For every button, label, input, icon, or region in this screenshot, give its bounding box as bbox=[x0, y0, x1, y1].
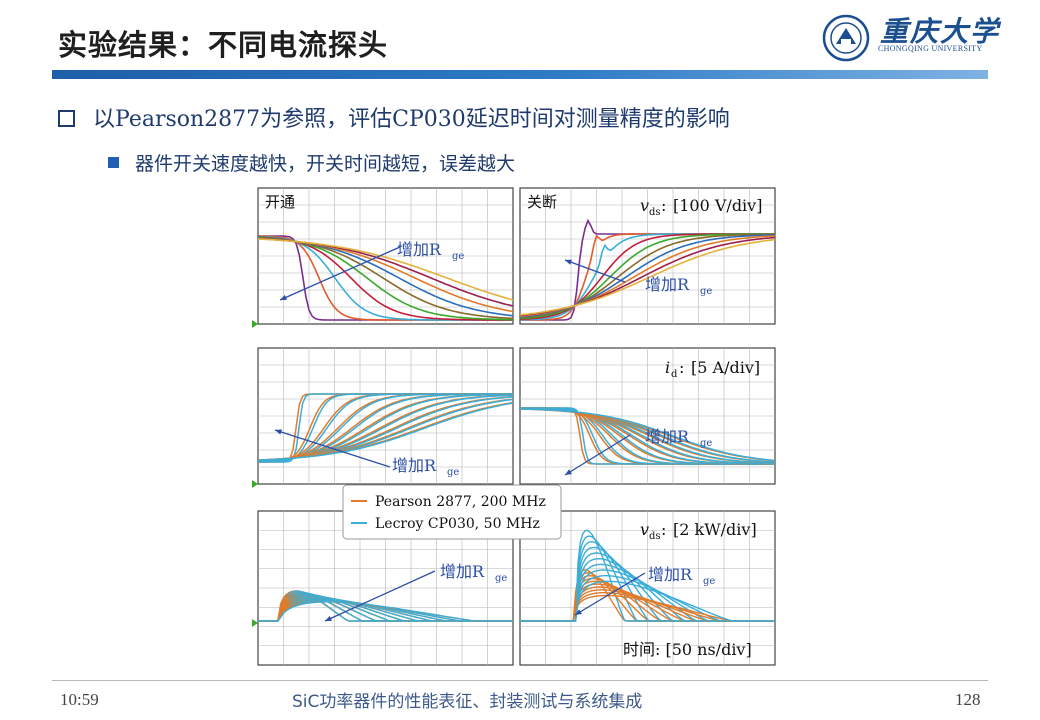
power-scale-label: v ds : [2 kW/div] bbox=[640, 520, 757, 542]
svg-text:ge: ge bbox=[703, 576, 715, 587]
footer-course-title: SiC功率器件的性能表征、封装测试与系统集成 bbox=[292, 692, 643, 712]
svg-text:ge: ge bbox=[452, 251, 464, 262]
svg-text:v: v bbox=[640, 196, 649, 215]
svg-text:ge: ge bbox=[495, 573, 507, 584]
annotation-arrow-icon bbox=[324, 570, 436, 622]
checkbox-bullet-icon bbox=[58, 110, 75, 127]
page-number: 128 bbox=[955, 690, 981, 709]
vds-scale-label: v ds : [100 V/div] bbox=[640, 196, 762, 218]
annotation-arrow-icon bbox=[564, 434, 631, 476]
footer-divider bbox=[52, 680, 988, 681]
arrow-head-icon bbox=[575, 609, 582, 615]
legend-entry-lecroy: Lecroy CP030, 50 MHz bbox=[375, 516, 540, 532]
university-seal-icon bbox=[822, 14, 870, 62]
turn-on-label: 开通 bbox=[265, 193, 295, 211]
power-turnoff-trace bbox=[520, 580, 775, 622]
bullet-sub-text: 器件开关速度越快，开关时间越短，误差越大 bbox=[135, 153, 516, 175]
waveform-figure: 开通 关断 v ds : [100 V/div] i d : [5 A/div]… bbox=[252, 187, 776, 666]
annotation-increase-rge-4: 增加R ge bbox=[392, 456, 459, 478]
square-bullet-icon bbox=[108, 157, 119, 168]
svg-text:d: d bbox=[671, 369, 678, 380]
vds-turnoff-trace bbox=[519, 233, 776, 320]
annotation-increase-rge-6: 增加R ge bbox=[648, 565, 715, 587]
annotation-arrow-icon bbox=[564, 259, 626, 283]
svg-text:增加R: 增加R bbox=[645, 427, 690, 446]
id-turnon-trace bbox=[257, 402, 514, 461]
annotation-increase-rge-1: 增加R ge bbox=[397, 240, 464, 262]
power-scale-value: [2 kW/div] bbox=[673, 520, 757, 539]
svg-text:ds: ds bbox=[649, 531, 661, 542]
vds-scale-value: [100 V/div] bbox=[673, 196, 762, 215]
svg-text:v: v bbox=[640, 520, 649, 539]
svg-text:i: i bbox=[665, 358, 670, 377]
arrow-head-icon bbox=[275, 429, 282, 435]
annotation-increase-rge-5: 增加R ge bbox=[440, 562, 507, 584]
zero-marker-icon bbox=[252, 480, 258, 488]
id-scale-label: i d : [5 A/div] bbox=[665, 358, 760, 380]
svg-text:ge: ge bbox=[700, 286, 712, 297]
arrow-head-icon bbox=[325, 615, 332, 621]
turn-off-label: 关断 bbox=[527, 193, 557, 211]
figure-legend: Pearson 2877, 200 MHz Lecroy CP030, 50 M… bbox=[342, 484, 562, 540]
panel-turn-on-vds bbox=[257, 187, 514, 325]
svg-text::: : bbox=[661, 196, 666, 215]
svg-text:增加R: 增加R bbox=[645, 275, 690, 294]
logo-name-cn: 重庆大学 bbox=[880, 15, 1001, 48]
power-turnon-trace bbox=[258, 601, 513, 622]
arrow-head-icon bbox=[280, 294, 287, 300]
svg-text:增加R: 增加R bbox=[392, 456, 437, 475]
panel-turn-off-id bbox=[519, 347, 776, 485]
svg-text:增加R: 增加R bbox=[648, 565, 693, 584]
annotation-arrow-icon bbox=[279, 246, 401, 301]
annotation-increase-rge-2: 增加R ge bbox=[645, 275, 712, 297]
footer-time: 10:59 bbox=[60, 690, 99, 709]
zero-marker-icon bbox=[252, 619, 258, 627]
svg-text:ds: ds bbox=[649, 207, 661, 218]
svg-text:增加R: 增加R bbox=[397, 240, 442, 259]
slide-title: 实验结果：不同电流探头 bbox=[58, 28, 389, 62]
zero-marker-icon bbox=[252, 320, 258, 328]
id-scale-value: [5 A/div] bbox=[691, 358, 760, 377]
svg-text:ge: ge bbox=[700, 438, 712, 449]
annotation-increase-rge-3: 增加R ge bbox=[645, 427, 712, 449]
svg-text::: : bbox=[679, 358, 684, 377]
vds-turnoff-trace bbox=[519, 238, 776, 316]
annotation-arrow-icon bbox=[574, 572, 646, 616]
legend-entry-pearson: Pearson 2877, 200 MHz bbox=[375, 494, 546, 510]
bullet-main: 以Pearson2877为参照，评估CP030延迟时间对测量精度的影响 bbox=[58, 101, 730, 133]
arrow-head-icon bbox=[565, 469, 572, 475]
annotation-arrow-icon bbox=[274, 429, 391, 468]
svg-text:ge: ge bbox=[447, 467, 459, 478]
logo-name-en: CHONGQING UNIVERSITY bbox=[878, 44, 983, 53]
svg-text::: : bbox=[661, 520, 666, 539]
id-turnoff-trace bbox=[519, 408, 776, 462]
bullet-main-text: 以Pearson2877为参照，评估CP030延迟时间对测量精度的影响 bbox=[93, 107, 730, 132]
time-scale-label: 时间: [50 ns/div] bbox=[623, 640, 752, 659]
bullet-sub: 器件开关速度越快，开关时间越短，误差越大 bbox=[108, 149, 515, 176]
vds-turnon-trace bbox=[257, 238, 514, 301]
title-underline-bar bbox=[52, 70, 988, 79]
svg-text:增加R: 增加R bbox=[440, 562, 485, 581]
arrow-head-icon bbox=[565, 259, 572, 265]
